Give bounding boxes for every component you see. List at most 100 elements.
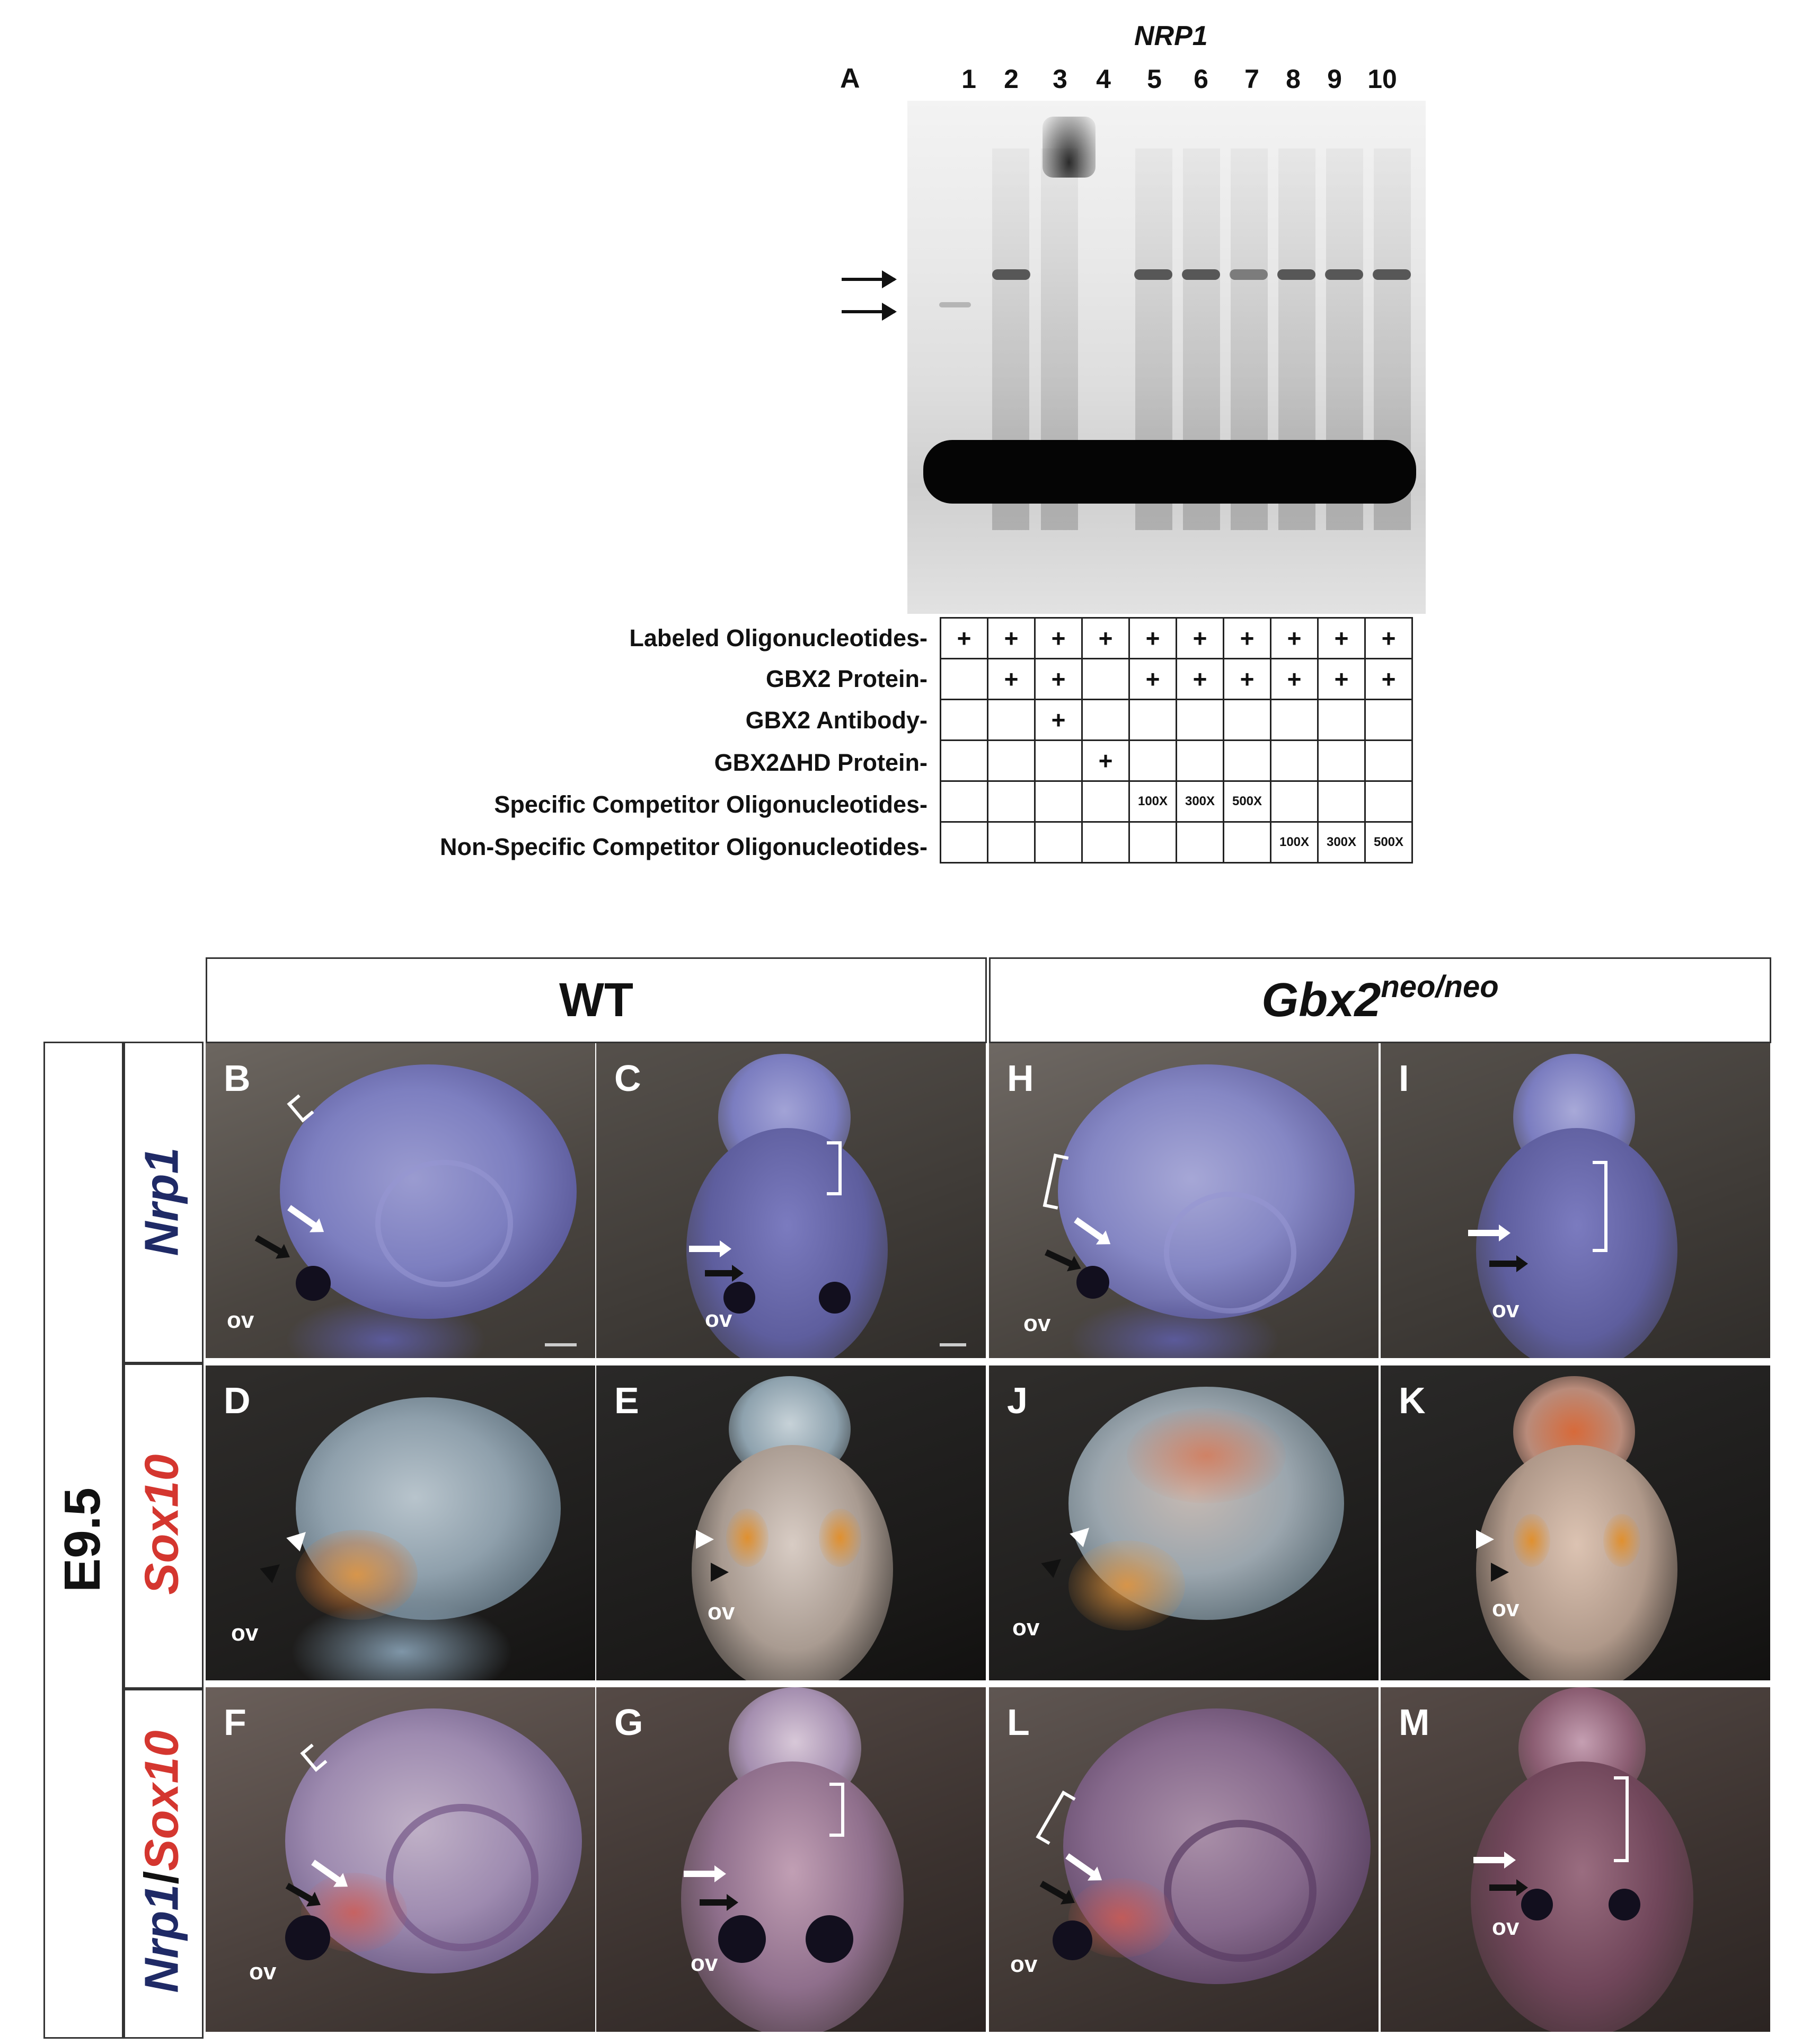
table-cell [1128,821,1177,864]
table-cell [1034,780,1083,823]
table-cell [940,699,988,741]
otic-vesicle [819,1282,851,1314]
table-cell [940,780,988,823]
black-arrowhead-icon [711,1563,729,1582]
table-row: + + + + + + + + + + [940,617,1413,659]
table-cell: + [1034,658,1083,700]
table-cell [1317,699,1366,741]
row-label: Non-Specific Competitor Oligonucleotides… [439,833,928,860]
panel-letter: D [224,1380,251,1421]
row-label: GBX2 Antibody- [745,707,928,734]
table-cell [1128,739,1177,782]
white-arrow-icon [1468,1224,1510,1241]
table-cell: 100X [1270,821,1319,864]
table-cell [1081,658,1130,700]
condition-table: + + + + + + + + + + + + + + + + + + + [940,617,1413,864]
otic-vesicle [1076,1266,1109,1299]
black-arrow-icon [705,1265,744,1282]
genotype-allele: neo/neo [1381,969,1499,1004]
otic-vesicle [806,1915,853,1963]
stage-box [43,1042,125,2039]
table-cell [1364,739,1413,782]
bracket-marker [829,1783,844,1837]
complex-band [1134,269,1172,280]
table-cell [1081,699,1130,741]
scale-bar [545,1343,577,1346]
white-arrow-icon [684,1865,726,1882]
ov-label: ov [231,1620,259,1646]
otic-vesicle [718,1915,766,1963]
gel-gene-label: NRP1 [1134,21,1208,51]
panel-letter: L [1007,1702,1030,1743]
table-row: 100X 300X 500X [940,780,1413,823]
table-cell: 500X [1364,821,1413,864]
genotype-label-mutant: Gbx2neo/neo [1261,969,1499,1028]
stage-label: E9.5 [54,1487,111,1592]
table-cell [1034,739,1083,782]
photo-panel-c: C ov [596,1043,986,1358]
free-probe-band [923,440,1416,504]
genotype-label-wt: WT [559,973,633,1027]
table-cell [940,821,988,864]
white-arrow-icon [689,1240,731,1257]
table-cell [1317,780,1366,823]
table-row: 100X 300X 500X [940,821,1413,864]
black-arrowhead-icon [260,1557,286,1583]
table-cell: + [1364,617,1413,659]
otic-vesicle [1053,1920,1092,1960]
table-cell: + [1034,617,1083,659]
panel-a-letter: A [840,63,860,94]
ov-label: ov [249,1959,277,1985]
table-cell [987,821,1036,864]
table-row: + + + + + + + + [940,658,1413,700]
table-cell [1034,821,1083,864]
faint-band [939,302,971,307]
sox10-stain [1513,1514,1550,1567]
table-row: + [940,699,1413,741]
embryo-image [1476,1128,1677,1358]
sox10-stain [819,1509,861,1567]
panel-letter: M [1399,1702,1430,1743]
ov-label: ov [1010,1951,1038,1977]
photo-panel-l: L ov [989,1687,1379,2032]
table-cell [1081,780,1130,823]
embryo-body [290,1599,513,1680]
ov-label: ov [1012,1615,1040,1641]
panel-letter: G [614,1702,643,1743]
scale-bar [940,1343,966,1346]
gene-box-sox10 [122,1362,204,1690]
table-cell: + [1081,739,1130,782]
ov-label: ov [1492,1596,1520,1622]
gene-label-combo-sep: / [135,1871,189,1884]
table-cell [940,658,988,700]
row-label: Specific Competitor Oligonucleotides- [494,791,928,818]
lane-number: 5 [1147,64,1162,94]
lane-number: 6 [1194,64,1208,94]
photo-panel-h: H ov [989,1043,1379,1358]
otic-vesicle [296,1266,331,1301]
table-cell: + [940,617,988,659]
lane-number: 9 [1327,64,1342,94]
photo-panel-j: J ov [989,1365,1379,1680]
gene-label-nrp1: Nrp1 [135,1147,189,1256]
black-arrowhead-icon [1041,1552,1067,1578]
genotype-gene: Gbx2 [1261,973,1381,1027]
lane-number: 2 [1004,64,1019,94]
complex-band [992,269,1030,280]
photo-panel-d: D ov [206,1365,595,1680]
gene-label-combo-b: Sox10 [135,1730,189,1871]
complex-band [1182,269,1220,280]
lane-number: 10 [1367,64,1397,94]
white-arrow-icon [1473,1852,1516,1869]
lane-number: 4 [1096,64,1111,94]
ov-label: ov [708,1599,735,1625]
table-cell: + [1034,699,1083,741]
table-cell: + [1128,658,1177,700]
black-arrow-icon [254,1235,284,1255]
black-arrowhead-icon [1491,1563,1509,1582]
photo-panel-b: B ov [206,1043,595,1358]
ov-label: ov [691,1950,718,1976]
black-arrow-icon [700,1894,738,1911]
embryo-image [681,1761,904,2032]
table-cell: 500X [1223,780,1271,823]
